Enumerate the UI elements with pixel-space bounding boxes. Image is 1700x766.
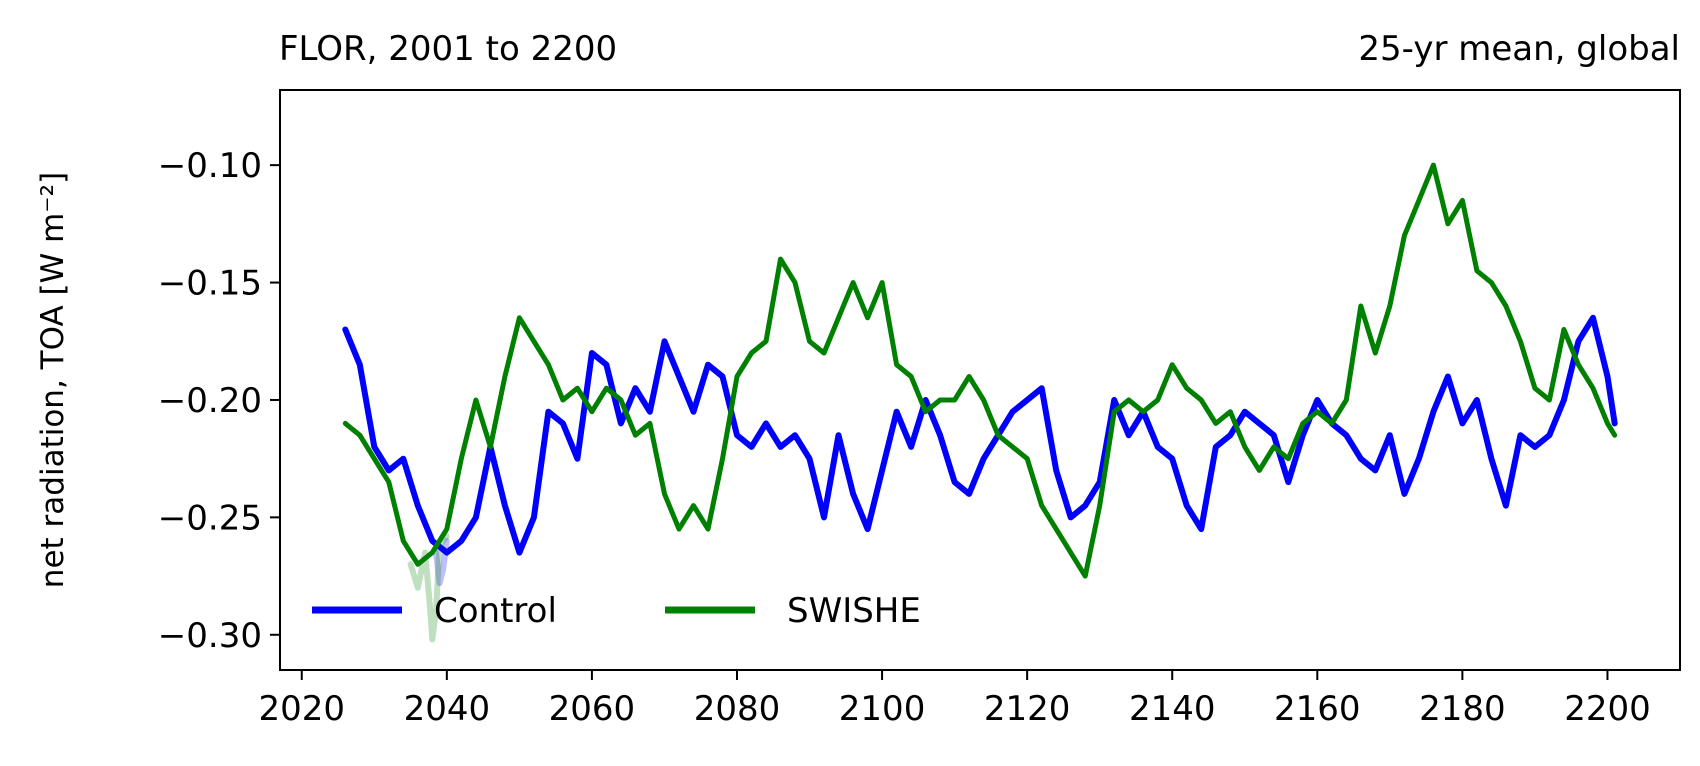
y-axis: −0.30 −0.25 −0.20 −0.15 −0.10 — [158, 146, 280, 656]
chart-title-right: 25-yr mean, global — [1358, 29, 1680, 69]
legend-label-control: Control — [434, 591, 557, 631]
x-tick-label: 2140 — [1129, 689, 1216, 729]
legend-label-swishe: SWISHE — [787, 591, 921, 631]
x-axis: 2020 2040 2060 2080 2100 2120 2140 2160 2180 2200 — [258, 670, 1651, 729]
x-tick-label: 2040 — [404, 689, 491, 729]
y-tick-label: −0.25 — [158, 498, 262, 538]
x-tick-label: 2080 — [694, 689, 781, 729]
series-line-swishe — [342, 162, 1618, 579]
x-tick-label: 2180 — [1419, 689, 1506, 729]
series-layer — [342, 162, 1618, 643]
y-tick-label: −0.10 — [158, 146, 262, 186]
legend: Control SWISHE — [312, 591, 921, 631]
series-line-swishe-faint — [407, 533, 450, 643]
x-tick-label: 2060 — [549, 689, 636, 729]
x-tick-label: 2100 — [839, 689, 926, 729]
plot-frame — [279, 89, 1681, 671]
chart-title-left: FLOR, 2001 to 2200 — [279, 29, 617, 69]
series-line-control — [342, 314, 1618, 556]
x-tick-label: 2200 — [1564, 689, 1651, 729]
x-tick-label: 2020 — [258, 689, 345, 729]
y-axis-label: net radiation, TOA [W m⁻²] — [35, 172, 71, 588]
x-tick-label: 2160 — [1274, 689, 1361, 729]
y-tick-label: −0.20 — [158, 381, 262, 421]
y-tick-label: −0.15 — [158, 264, 262, 304]
y-tick-label: −0.30 — [158, 616, 262, 656]
x-tick-label: 2120 — [984, 689, 1071, 729]
